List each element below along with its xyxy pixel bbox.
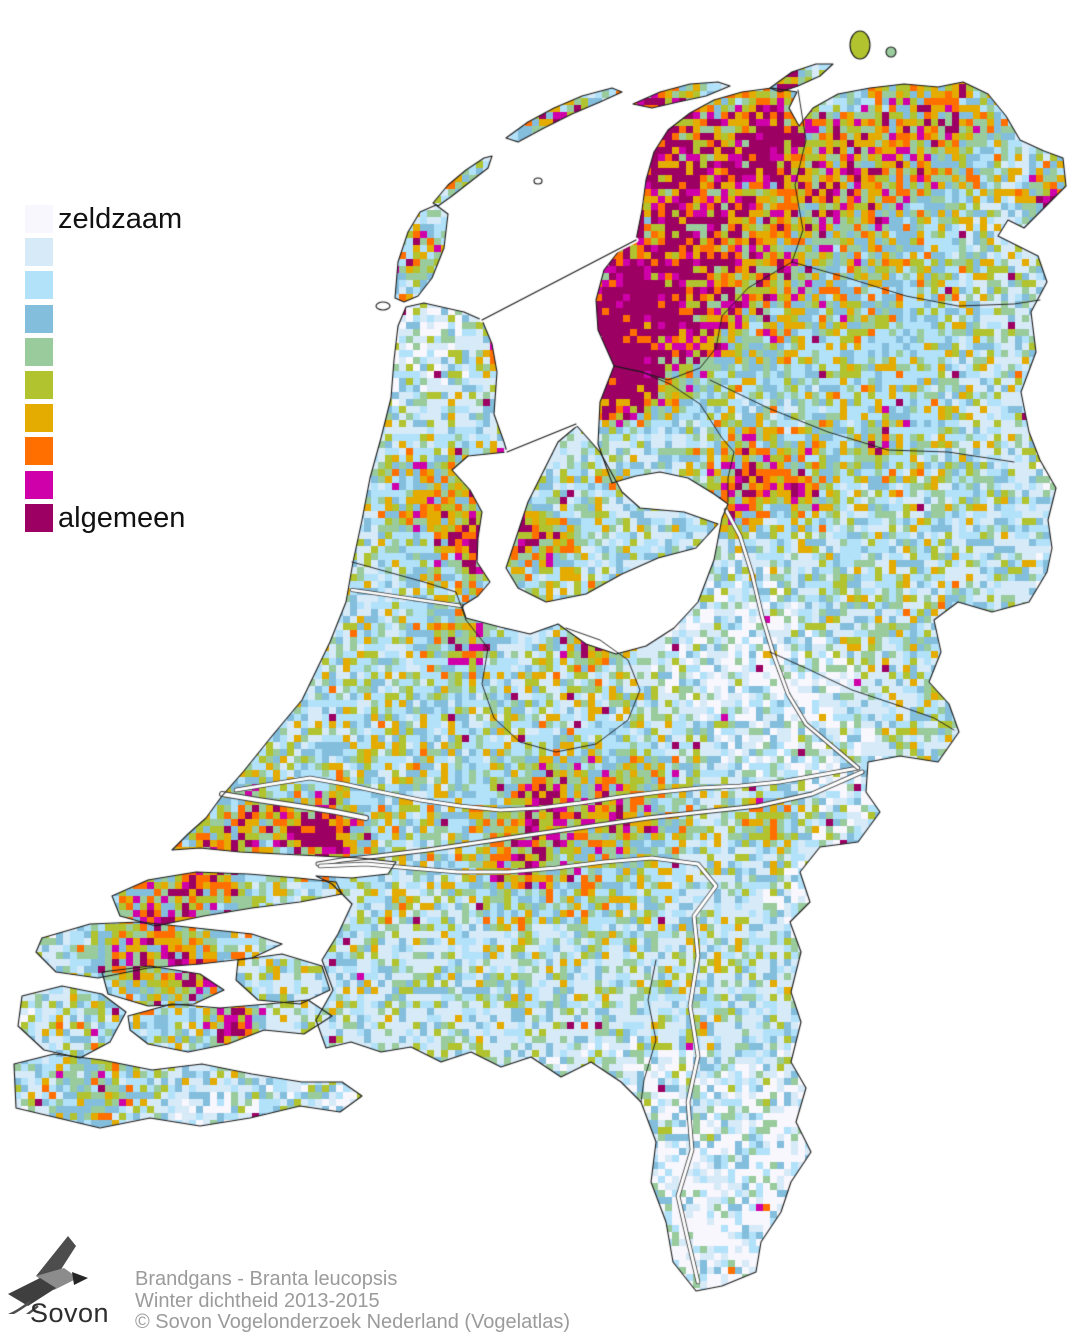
legend-swatch	[25, 437, 53, 466]
legend-label-common: algemeen	[58, 501, 186, 534]
legend-swatch	[25, 205, 53, 233]
legend-swatch	[25, 470, 53, 499]
copyright-line: © Sovon Vogelonderzoek Nederland (Vogela…	[135, 1311, 571, 1333]
map-subtitle: Winter dichtheid 2013-2015	[135, 1289, 380, 1312]
legend-swatch	[25, 404, 53, 433]
legend-swatch	[25, 503, 53, 532]
legend-swatch	[25, 371, 53, 399]
legend-swatch	[25, 271, 53, 300]
legend-swatch	[25, 238, 53, 267]
species-title: Brandgans - Branta leucopsis	[135, 1268, 398, 1290]
legend-label-rare: zeldzaam	[58, 203, 183, 235]
sovon-swallow-icon	[8, 1236, 88, 1314]
legend-swatch	[25, 304, 53, 333]
legend-swatch	[25, 337, 53, 366]
sovon-logo-text: Sovon	[30, 1298, 110, 1328]
map-attribution: Brandgans - Branta leucopsis Winter dich…	[135, 1268, 675, 1334]
